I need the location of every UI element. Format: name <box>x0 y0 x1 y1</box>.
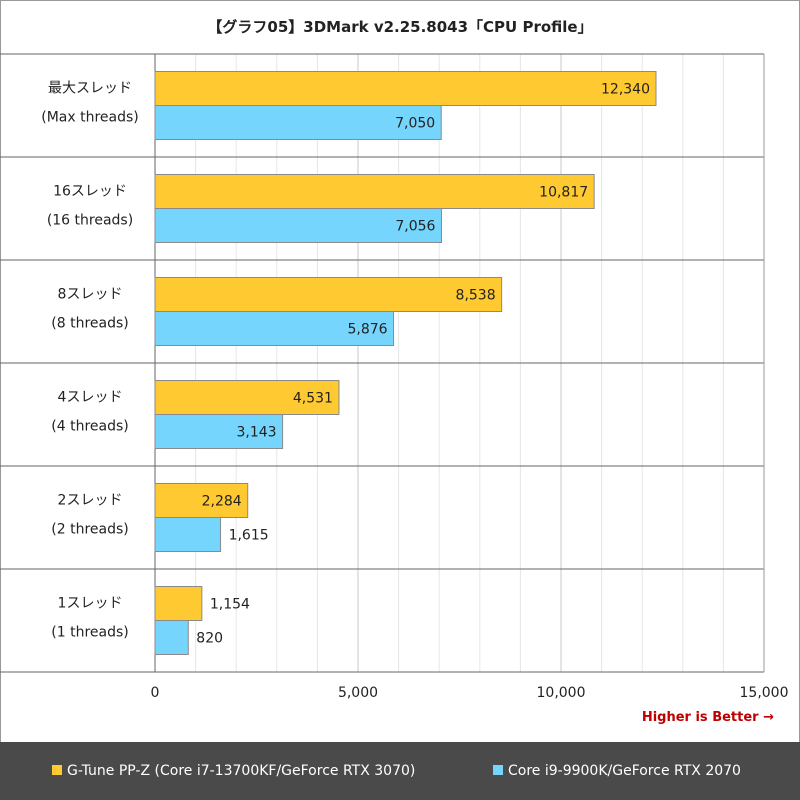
category-sublabel: (2 threads) <box>51 522 128 538</box>
data-label-series-b: 7,056 <box>395 219 435 235</box>
bar-series-b <box>154 517 222 552</box>
data-label-series-b: 1,615 <box>229 528 269 544</box>
data-label-series-a: 8,538 <box>456 288 496 304</box>
x-tick-label: 15,000 <box>740 685 789 701</box>
bar-series-a <box>154 483 249 518</box>
bar-series-a <box>154 277 503 312</box>
legend-swatch-series-b <box>493 765 503 775</box>
bar-series-a <box>154 174 595 209</box>
category-label: 最大スレッド <box>48 81 132 97</box>
bar-series-b <box>154 105 442 140</box>
category-sublabel: (Max threads) <box>41 110 139 126</box>
bar-series-b <box>154 620 189 655</box>
x-tick-label: 10,000 <box>537 685 586 701</box>
bar-series-b <box>154 208 442 243</box>
legend: G-Tune PP-Z (Core i7-13700KF/GeForce RTX… <box>0 742 800 800</box>
category-label: 4スレッド <box>58 390 123 406</box>
x-tick-label: 5,000 <box>338 685 378 701</box>
data-label-series-a: 2,284 <box>202 494 242 510</box>
data-label-series-a: 1,154 <box>210 597 250 613</box>
category-sublabel: (8 threads) <box>51 316 128 332</box>
bar-series-a <box>154 380 340 415</box>
legend-item-series-a: G-Tune PP-Z (Core i7-13700KF/GeForce RTX… <box>52 762 415 780</box>
bar-series-a <box>154 71 657 106</box>
category-sublabel: (4 threads) <box>51 419 128 435</box>
data-label-series-b: 820 <box>196 631 223 647</box>
data-label-series-b: 7,050 <box>395 116 435 132</box>
data-label-series-a: 10,817 <box>539 185 588 201</box>
legend-item-series-b: Core i9-9900K/GeForce RTX 2070 <box>493 762 741 780</box>
category-sublabel: (1 threads) <box>51 625 128 641</box>
bar-series-a <box>154 586 203 621</box>
legend-label-series-b: Core i9-9900K/GeForce RTX 2070 <box>508 763 741 779</box>
category-label: 16スレッド <box>53 184 127 200</box>
data-label-series-b: 3,143 <box>237 425 277 441</box>
category-label: 2スレッド <box>58 493 123 509</box>
category-label: 1スレッド <box>58 596 123 612</box>
legend-swatch-series-a <box>52 765 62 775</box>
higher-is-better-note: Higher is Better → <box>641 710 774 725</box>
legend-label-series-a: G-Tune PP-Z (Core i7-13700KF/GeForce RTX… <box>67 763 416 779</box>
bar-series-b <box>154 311 395 346</box>
x-tick-label: 0 <box>151 685 160 701</box>
category-sublabel: (16 threads) <box>47 213 133 229</box>
chart-plot: 最大スレッド (Max threads) 12,340 7,050 16スレッド (16 … <box>0 53 789 701</box>
data-label-series-a: 4,531 <box>293 391 333 407</box>
chart-title: 【グラフ05】3DMark v2.25.8043「CPU Profile」 <box>207 18 593 36</box>
data-label-series-a: 12,340 <box>601 82 650 98</box>
bar-series-b <box>154 414 284 449</box>
data-label-series-b: 5,876 <box>347 322 387 338</box>
category-label: 8スレッド <box>58 287 123 303</box>
